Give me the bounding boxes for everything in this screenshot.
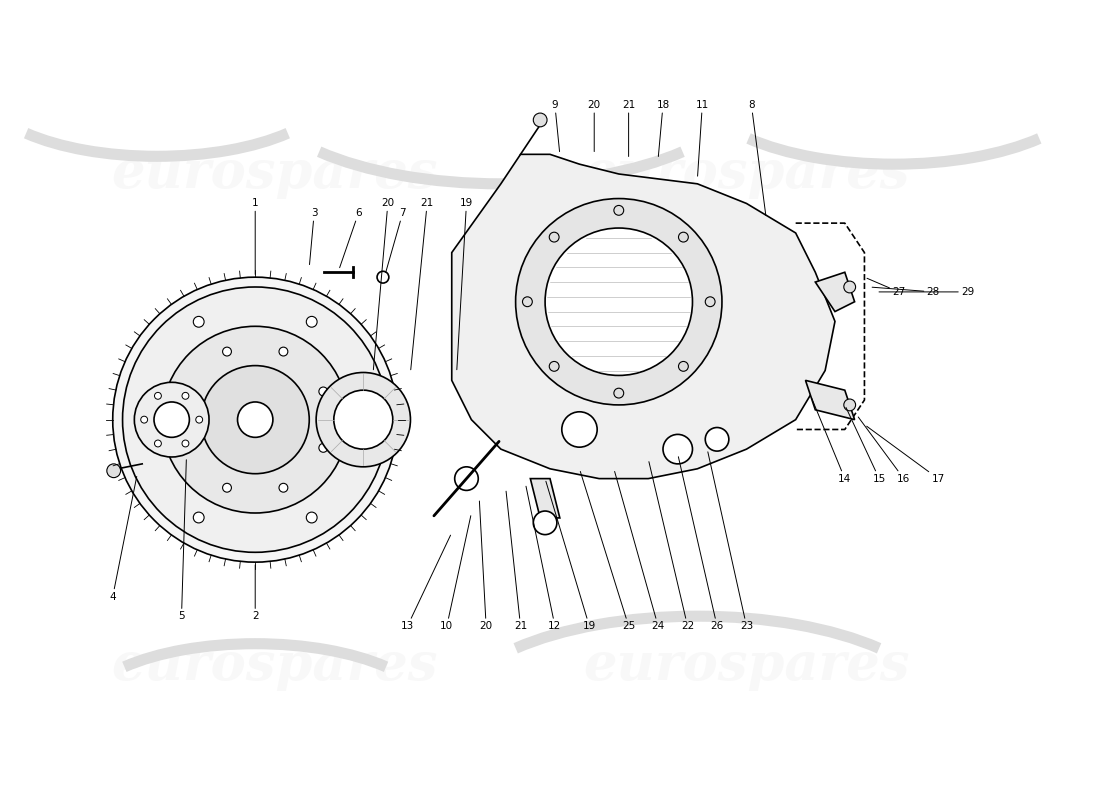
Circle shape xyxy=(183,387,191,396)
Circle shape xyxy=(238,402,273,438)
Circle shape xyxy=(154,392,162,399)
Text: 1: 1 xyxy=(252,198,258,274)
Circle shape xyxy=(333,390,393,449)
Circle shape xyxy=(679,362,689,371)
Circle shape xyxy=(319,387,328,396)
Circle shape xyxy=(107,464,121,478)
Circle shape xyxy=(154,440,162,447)
Circle shape xyxy=(679,232,689,242)
Circle shape xyxy=(377,271,388,283)
Text: eurospares: eurospares xyxy=(583,149,910,199)
Circle shape xyxy=(705,427,729,451)
Text: 6: 6 xyxy=(340,208,362,268)
Text: 3: 3 xyxy=(309,208,318,265)
Text: 28: 28 xyxy=(872,287,939,297)
Circle shape xyxy=(614,388,624,398)
Text: 21: 21 xyxy=(621,100,635,157)
Circle shape xyxy=(844,399,856,411)
Text: 4: 4 xyxy=(109,477,136,602)
Text: 16: 16 xyxy=(858,417,911,484)
Circle shape xyxy=(549,232,559,242)
Text: 7: 7 xyxy=(386,208,406,273)
Text: 20: 20 xyxy=(373,198,395,370)
Circle shape xyxy=(316,373,410,467)
Text: 21: 21 xyxy=(410,198,433,370)
Polygon shape xyxy=(530,478,560,518)
Text: 27: 27 xyxy=(867,278,905,297)
Circle shape xyxy=(534,511,557,534)
Circle shape xyxy=(222,483,231,492)
Circle shape xyxy=(306,512,317,523)
Circle shape xyxy=(162,326,349,513)
Text: 17: 17 xyxy=(867,426,945,484)
Text: 20: 20 xyxy=(480,501,493,631)
Circle shape xyxy=(279,347,288,356)
Circle shape xyxy=(279,483,288,492)
Text: 19: 19 xyxy=(546,482,596,631)
Text: 2: 2 xyxy=(252,565,258,621)
Circle shape xyxy=(306,316,317,327)
Text: 24: 24 xyxy=(615,471,664,631)
Circle shape xyxy=(154,402,189,438)
Circle shape xyxy=(454,467,478,490)
Text: 8: 8 xyxy=(748,100,766,215)
Circle shape xyxy=(201,366,309,474)
Circle shape xyxy=(141,416,147,423)
Text: 29: 29 xyxy=(879,287,975,297)
Text: 23: 23 xyxy=(707,452,754,631)
Text: 5: 5 xyxy=(178,460,186,621)
Text: eurospares: eurospares xyxy=(111,149,438,199)
Text: 22: 22 xyxy=(649,462,694,631)
Text: 13: 13 xyxy=(400,535,451,631)
Circle shape xyxy=(549,362,559,371)
Text: 11: 11 xyxy=(695,100,708,176)
Text: eurospares: eurospares xyxy=(583,640,910,691)
Text: 12: 12 xyxy=(526,486,561,631)
Text: 26: 26 xyxy=(679,457,724,631)
Circle shape xyxy=(844,281,856,293)
Circle shape xyxy=(546,228,693,375)
Text: 19: 19 xyxy=(456,198,473,370)
Circle shape xyxy=(614,206,624,215)
Text: 10: 10 xyxy=(440,516,471,631)
Circle shape xyxy=(183,443,191,452)
Circle shape xyxy=(136,414,147,425)
Circle shape xyxy=(122,287,388,552)
Polygon shape xyxy=(452,154,835,478)
Circle shape xyxy=(516,198,722,405)
Circle shape xyxy=(112,277,398,562)
Circle shape xyxy=(222,347,231,356)
Circle shape xyxy=(194,316,205,327)
Circle shape xyxy=(196,416,202,423)
Text: eurospares: eurospares xyxy=(111,640,438,691)
Text: 15: 15 xyxy=(846,407,886,484)
Polygon shape xyxy=(815,272,855,311)
Text: 9: 9 xyxy=(551,100,560,151)
Circle shape xyxy=(134,382,209,457)
Text: 18: 18 xyxy=(657,100,670,157)
Circle shape xyxy=(522,297,532,306)
Polygon shape xyxy=(805,380,855,420)
Circle shape xyxy=(663,434,693,464)
Circle shape xyxy=(319,443,328,452)
Circle shape xyxy=(562,412,597,447)
Circle shape xyxy=(194,512,205,523)
Text: 21: 21 xyxy=(506,491,527,631)
Circle shape xyxy=(182,392,189,399)
Circle shape xyxy=(705,297,715,306)
Text: 25: 25 xyxy=(581,471,635,631)
Circle shape xyxy=(363,414,374,425)
Circle shape xyxy=(182,440,189,447)
Text: 14: 14 xyxy=(812,398,851,484)
Text: 20: 20 xyxy=(587,100,601,151)
Circle shape xyxy=(534,113,547,127)
